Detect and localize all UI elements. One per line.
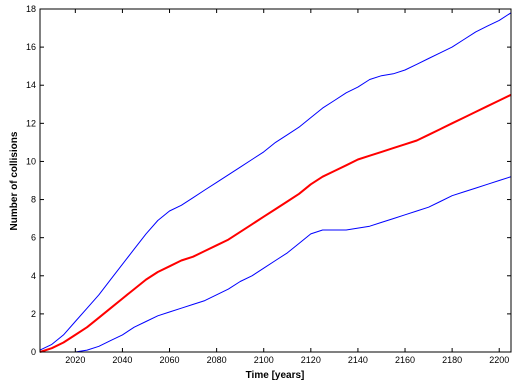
y-axis-title: Number of collisions — [9, 131, 20, 230]
y-tick-label: 12 — [26, 118, 36, 128]
tick-layer: 2020 2040 2060 2080 2100 2120 2140 2160 2180 2200… — [26, 4, 511, 365]
y-tick-label: 10 — [26, 156, 36, 166]
y-tick-label: 2 — [31, 309, 36, 319]
y-tick-label: 4 — [31, 271, 36, 281]
y-tick-label: 16 — [26, 42, 36, 52]
x-axis-title: Time [years] — [246, 370, 305, 381]
plot-frame — [39, 8, 512, 353]
series-layer — [39, 12, 512, 353]
x-tick-label: 2060 — [160, 355, 180, 365]
x-tick-label: 2180 — [442, 355, 462, 365]
y-tick-label: 8 — [31, 195, 36, 205]
x-tick-label: 2040 — [112, 355, 132, 365]
y-tick-label: 14 — [26, 80, 36, 90]
x-tick-label: 2120 — [301, 355, 321, 365]
series-line-2 — [40, 176, 512, 353]
series-line-1 — [39, 93, 512, 353]
x-tick-label: 2100 — [254, 355, 274, 365]
y-tick-label: 18 — [26, 4, 36, 14]
x-tick-label: 2080 — [207, 355, 227, 365]
series-line-0 — [39, 12, 512, 351]
x-tick-label: 2200 — [489, 355, 509, 365]
x-tick-label: 2140 — [348, 355, 368, 365]
y-tick-label: 0 — [31, 347, 36, 357]
y-tick-label: 6 — [31, 233, 36, 243]
x-tick-label: 2160 — [395, 355, 415, 365]
x-tick-label: 2020 — [65, 355, 85, 365]
